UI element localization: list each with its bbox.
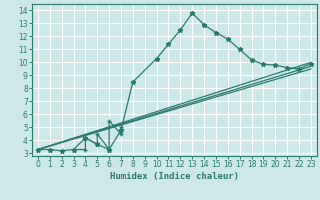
- X-axis label: Humidex (Indice chaleur): Humidex (Indice chaleur): [110, 172, 239, 181]
